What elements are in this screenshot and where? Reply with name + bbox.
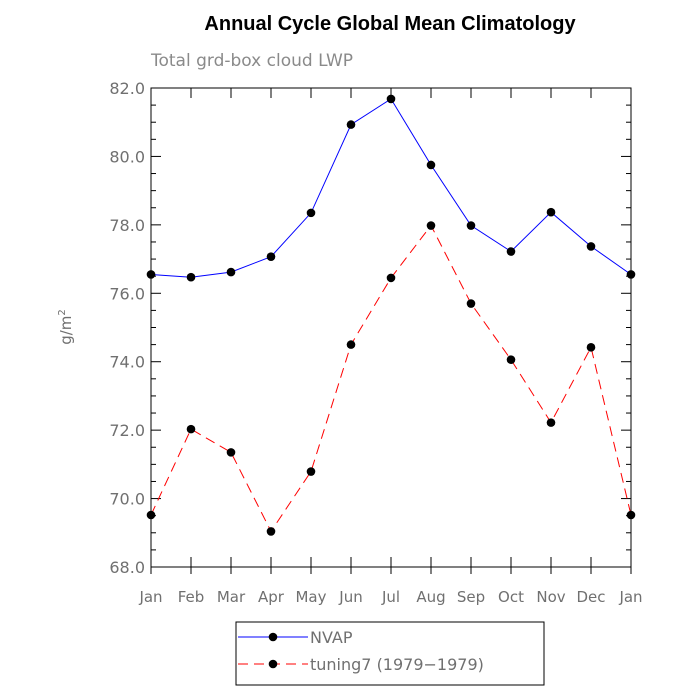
x-tick-label: Mar [217,588,246,606]
x-tick-label: Dec [576,588,605,606]
x-tick-label: Feb [178,588,205,606]
legend-label-1: tuning7 (1979−1979) [310,655,484,674]
x-tick-label: Apr [258,588,285,606]
legend-marker-0 [268,632,278,642]
y-tick-label: 68.0 [109,558,145,577]
series-0-point [226,267,236,277]
series-1-point [146,510,156,520]
series-0-point [266,252,276,261]
series-0-point [546,207,556,217]
axis-ticks: 68.0 70.0 72.0 74.0 76.0 78.0 80.0 82.0 Jan Feb Ma… [109,79,642,606]
x-tick-label: Sep [457,588,485,606]
legend-label-0: NVAP [310,628,353,647]
series-0-point [146,270,156,279]
y-tick-label: 70.0 [109,490,145,509]
x-tick-label: May [295,588,326,606]
series-line-1 [150,224,632,533]
series-0-point [426,160,436,170]
y-tick-label: 76.0 [109,284,145,303]
series-0-point [586,242,596,251]
series-1-point [226,448,236,457]
series-1-point [346,340,356,349]
legend: NVAP tuning7 (1979−1979) [235,621,545,686]
series-1-point [626,510,636,520]
y-tick-label: 80.0 [109,147,145,166]
x-tick-label: Oct [498,588,524,606]
series-1-point [306,467,316,476]
y-tick-label: 78.0 [109,216,145,235]
x-tick-label: Jun [338,588,362,606]
series-1-point [506,355,516,364]
series-line-0 [150,98,632,278]
series-1-point [386,273,396,283]
chart-title: Annual Cycle Global Mean Climatology [204,13,576,35]
x-tick-label: Nov [536,588,565,606]
series-0-point [386,94,396,104]
x-tick-label: Jul [381,588,400,606]
y-axis-label: g/m2 [57,309,75,345]
series-1-point [586,343,596,352]
x-tick-label: Jan [618,588,642,606]
series-0-point [346,120,356,129]
series-1-point [426,221,436,230]
chart-subtitle: Total grd-box cloud LWP [150,51,353,71]
series-1-point [466,299,476,308]
series-0-point [466,221,476,230]
y-tick-label: 82.0 [109,79,145,98]
series-group [146,94,636,536]
series-1-point [186,424,196,434]
plot-frame [150,87,632,568]
x-tick-label: Aug [416,588,445,606]
y-axis-label-exponent: 2 [57,309,68,315]
series-1-point [546,418,556,427]
series-0-point [186,272,196,282]
series-0-point [626,270,636,279]
y-tick-label: 74.0 [109,353,145,372]
legend-marker-1 [268,659,278,669]
series-0-point [306,208,316,218]
y-axis-label-unit: g/m [57,316,75,345]
y-tick-label: 72.0 [109,421,145,440]
series-0-point [506,247,516,256]
x-tick-label: Jan [138,588,162,606]
series-1-point [266,527,276,536]
legend-box [235,621,545,686]
